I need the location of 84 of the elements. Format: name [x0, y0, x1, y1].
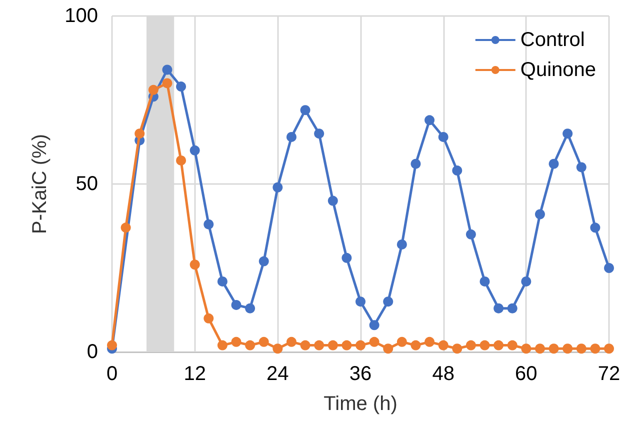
point: [231, 300, 242, 310]
point: [176, 82, 186, 92]
point: [507, 340, 518, 350]
point: [190, 145, 200, 156]
x-tick-label: 12: [184, 363, 206, 385]
point: [452, 344, 462, 354]
point: [576, 344, 586, 354]
point: [480, 276, 490, 286]
y-tick-label: 100: [64, 5, 98, 27]
point: [521, 276, 532, 286]
point: [590, 344, 600, 354]
point: [424, 115, 435, 126]
point: [410, 340, 421, 350]
point: [148, 84, 158, 95]
point: [604, 263, 614, 273]
point: [342, 340, 352, 350]
point: [162, 78, 172, 88]
point: [356, 340, 366, 350]
x-tick-label: 72: [598, 363, 620, 385]
point: [342, 252, 352, 263]
point: [410, 158, 421, 169]
point: [300, 340, 310, 350]
x-tick-label: 24: [266, 363, 289, 385]
point: [521, 344, 532, 354]
point: [356, 296, 366, 307]
point: [258, 256, 269, 266]
point: [107, 340, 117, 350]
point: [466, 340, 476, 350]
point: [369, 320, 380, 330]
legend-label: Quinone: [520, 59, 596, 81]
point: [396, 336, 407, 347]
point: [424, 336, 435, 347]
point: [562, 128, 573, 139]
point: [534, 209, 545, 220]
point: [272, 344, 283, 354]
point: [452, 166, 462, 176]
point: [162, 64, 172, 75]
point: [438, 340, 448, 350]
point: [120, 222, 131, 233]
point: [480, 340, 490, 350]
point: [466, 229, 476, 240]
point: [383, 296, 394, 307]
point: [217, 340, 228, 350]
point: [548, 344, 559, 354]
point: [245, 340, 256, 350]
point: [314, 340, 324, 350]
legend-label: Control: [520, 29, 585, 51]
y-tick-label: 50: [76, 173, 98, 195]
x-tick-label: 0: [106, 363, 118, 385]
point: [204, 219, 214, 230]
point: [438, 132, 448, 142]
point: [258, 336, 269, 347]
point: [204, 313, 214, 324]
point: [231, 336, 242, 347]
point: [494, 303, 504, 314]
point: [604, 344, 614, 354]
x-tick-label: 48: [432, 363, 454, 385]
x-tick-label: 36: [349, 363, 372, 385]
point: [176, 155, 186, 166]
point: [272, 182, 283, 192]
point: [494, 340, 504, 350]
point: [286, 132, 296, 142]
point: [534, 344, 545, 354]
y-axis-title: P-KaiC (%): [29, 134, 51, 234]
point: [548, 158, 559, 169]
point: [328, 340, 338, 350]
point: [286, 336, 296, 347]
point: [383, 344, 394, 354]
point: [590, 222, 600, 233]
point: [245, 303, 256, 314]
point: [562, 344, 573, 354]
point: [576, 162, 586, 172]
y-tick-label: 0: [86, 341, 98, 363]
point: [217, 276, 228, 286]
x-axis-title: Time (h): [324, 393, 398, 415]
point: [369, 336, 380, 347]
point: [300, 105, 310, 116]
point: [396, 239, 407, 250]
x-tick-label: 60: [515, 363, 538, 385]
point: [507, 303, 518, 314]
point: [134, 128, 145, 139]
point: [314, 128, 324, 139]
point: [190, 260, 200, 270]
point: [328, 196, 338, 206]
